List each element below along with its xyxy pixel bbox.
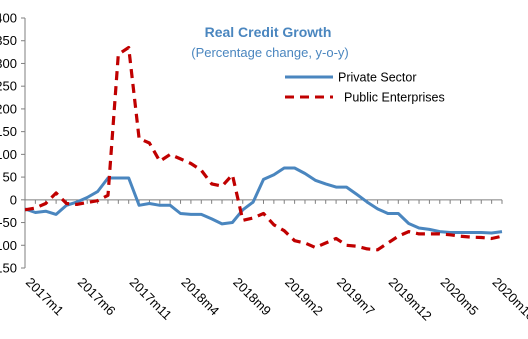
x-tick-label: 2020m10 — [490, 275, 528, 324]
legend-public-enterprises-label: Public Enterprises — [344, 91, 445, 105]
y-tick-label: 350 — [0, 33, 17, 48]
y-tick-label: -100 — [0, 238, 17, 253]
series-lines — [24, 45, 503, 252]
y-tick-label: -50 — [0, 215, 17, 230]
x-tick-label: 2019m2 — [282, 275, 326, 319]
y-tick-label: 300 — [0, 56, 17, 71]
y-axis: -150 -100 -50 0 50 100 150 200 250 300 350 400 — [0, 11, 26, 276]
y-tick-label: 400 — [0, 11, 17, 26]
x-tick-label: 2017m11 — [127, 275, 175, 323]
x-tick-label: 2017m1 — [23, 275, 67, 319]
x-tick-label: 2018m4 — [178, 275, 222, 319]
legend: Private Sector Public Enterprises — [285, 71, 445, 105]
x-tick-label: 2019m7 — [334, 275, 378, 319]
chart-subtitle: (Percentage change, y-o-y) — [191, 45, 349, 60]
y-tick-label: -150 — [0, 261, 17, 276]
y-tick-label: 50 — [3, 170, 17, 185]
x-axis: 2017m1 2017m6 2017m11 2018m4 2018m9 2019m2 201… — [23, 199, 528, 324]
y-tick-label: 250 — [0, 79, 17, 94]
x-tick-label: 2018m9 — [230, 275, 274, 319]
y-tick-label: 100 — [0, 147, 17, 162]
private-sector-line — [24, 166, 503, 235]
y-tick-label: 150 — [0, 124, 17, 139]
x-tick-label: 2017m6 — [75, 275, 119, 319]
public-enterprises-line — [24, 45, 503, 252]
y-tick-label: 200 — [0, 101, 17, 116]
chart-title: Real Credit Growth — [205, 24, 332, 40]
x-tick-label: 2019m12 — [386, 275, 435, 324]
legend-private-sector-label: Private Sector — [338, 71, 417, 85]
y-tick-label: 0 — [10, 192, 17, 207]
x-tick-label: 2020m5 — [438, 275, 482, 319]
